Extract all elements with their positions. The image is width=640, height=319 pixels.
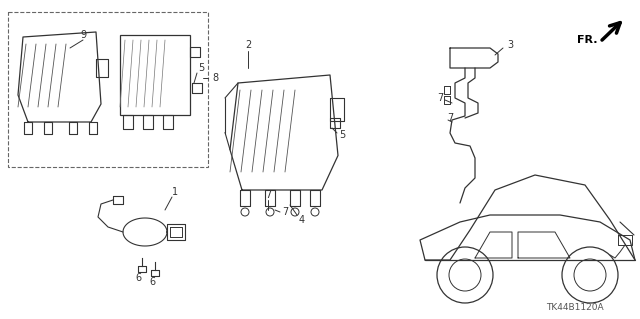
Text: 6: 6 bbox=[135, 273, 141, 283]
Text: 7: 7 bbox=[437, 93, 443, 103]
Text: 5: 5 bbox=[339, 130, 345, 140]
Text: 2: 2 bbox=[245, 40, 251, 50]
Text: 8: 8 bbox=[212, 73, 218, 83]
Text: 7: 7 bbox=[282, 207, 288, 217]
Text: TK44B1120A: TK44B1120A bbox=[546, 303, 604, 313]
Text: 6: 6 bbox=[149, 277, 155, 287]
Text: 9: 9 bbox=[80, 30, 86, 40]
Bar bbox=[8, 12, 208, 167]
Text: 5: 5 bbox=[198, 63, 204, 73]
Text: 4: 4 bbox=[299, 215, 305, 225]
Text: 7: 7 bbox=[447, 113, 453, 123]
Text: 1: 1 bbox=[172, 187, 178, 197]
Text: FR.: FR. bbox=[577, 35, 598, 45]
Bar bbox=[120, 35, 190, 115]
Text: 7: 7 bbox=[265, 190, 271, 200]
Text: 3: 3 bbox=[507, 40, 513, 50]
